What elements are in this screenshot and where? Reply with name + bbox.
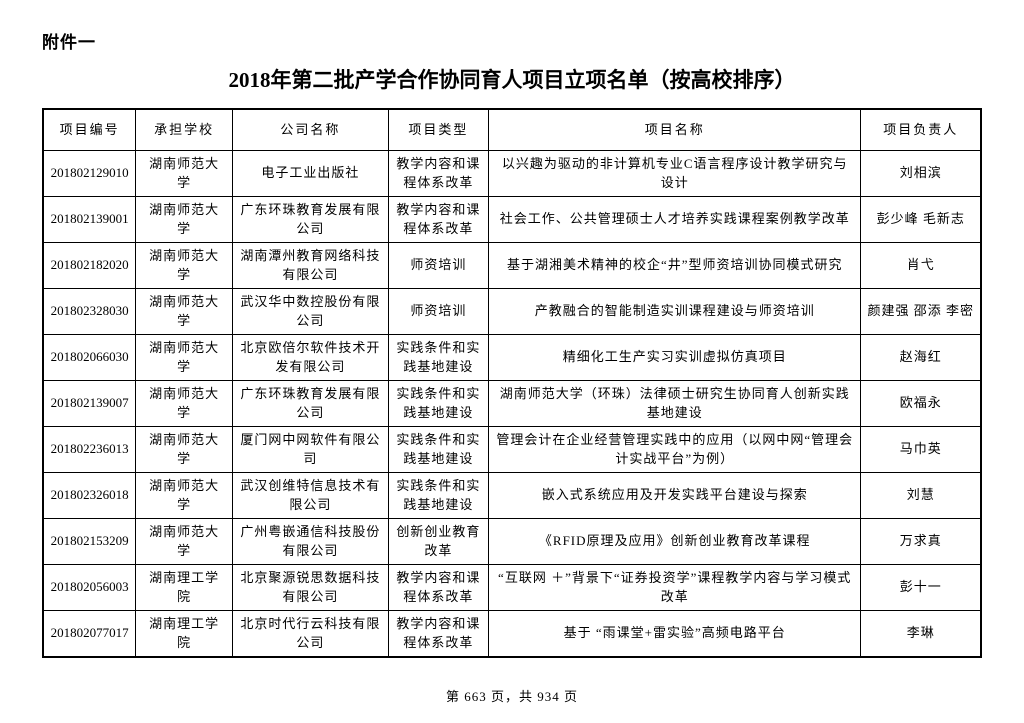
cell-school: 湖南师范大学 [135,426,233,473]
cell-project-name: “互联网 ＋”背景下“证券投资学”课程教学内容与学习模式改革 [488,564,862,611]
cell-project-name: 社会工作、公共管理硕士人才培养实践课程案例教学改革 [488,196,862,243]
cell-school: 湖南师范大学 [135,472,233,519]
table-row: 201802066030 湖南师范大学 北京欧倍尔软件技术开发有限公司 实践条件… [42,334,982,381]
table-row: 201802182020 湖南师范大学 湖南潭州教育网络科技有限公司 师资培训 … [42,242,982,289]
header-school: 承担学校 [135,108,233,151]
cell-project-type: 实践条件和实践基地建设 [387,380,490,427]
cell-project-type: 教学内容和课程体系改革 [387,196,490,243]
table-row: 201802077017 湖南理工学院 北京时代行云科技有限公司 教学内容和课程… [42,610,982,658]
cell-project-name: 嵌入式系统应用及开发实践平台建设与探索 [488,472,862,519]
cell-project-type: 师资培训 [387,288,490,335]
header-company: 公司名称 [231,108,389,151]
cell-school: 湖南师范大学 [135,196,233,243]
header-project-leader: 项目负责人 [860,108,982,151]
cell-project-name: 精细化工生产实习实训虚拟仿真项目 [488,334,862,381]
cell-project-type: 实践条件和实践基地建设 [387,426,490,473]
cell-school: 湖南理工学院 [135,564,233,611]
cell-project-leader: 刘慧 [860,472,982,519]
table-row: 201802139001 湖南师范大学 广东环珠教育发展有限公司 教学内容和课程… [42,196,982,243]
cell-school: 湖南师范大学 [135,380,233,427]
cell-project-id: 201802182020 [42,242,137,289]
cell-project-leader: 马巾英 [860,426,982,473]
cell-project-name: 以兴趣为驱动的非计算机专业C语言程序设计教学研究与设计 [488,150,862,197]
table-row: 201802056003 湖南理工学院 北京聚源锐思数据科技有限公司 教学内容和… [42,564,982,611]
cell-project-leader: 颜建强 邵添 李密 [860,288,982,335]
cell-project-leader: 李琳 [860,610,982,658]
cell-project-type: 实践条件和实践基地建设 [387,334,490,381]
cell-company: 武汉创维特信息技术有限公司 [231,472,389,519]
cell-project-leader: 肖弋 [860,242,982,289]
cell-project-leader: 彭少峰 毛新志 [860,196,982,243]
cell-project-id: 201802077017 [42,610,137,658]
header-project-name: 项目名称 [488,108,862,151]
cell-project-name: 《RFID原理及应用》创新创业教育改革课程 [488,518,862,565]
cell-project-leader: 刘相滨 [860,150,982,197]
cell-school: 湖南师范大学 [135,334,233,381]
cell-project-name: 产教融合的智能制造实训课程建设与师资培训 [488,288,862,335]
cell-project-leader: 欧福永 [860,380,982,427]
cell-school: 湖南理工学院 [135,610,233,658]
cell-project-id: 201802056003 [42,564,137,611]
cell-project-id: 201802326018 [42,472,137,519]
table-row: 201802129010 湖南师范大学 电子工业出版社 教学内容和课程体系改革 … [42,150,982,197]
cell-school: 湖南师范大学 [135,288,233,335]
table-header: 项目编号 承担学校 公司名称 项目类型 项目名称 项目负责人 [42,108,982,151]
cell-project-name: 湖南师范大学（环珠）法律硕士研究生协同育人创新实践基地建设 [488,380,862,427]
cell-project-type: 创新创业教育改革 [387,518,490,565]
table-row: 201802153209 湖南师范大学 广州粤嵌通信科技股份有限公司 创新创业教… [42,518,982,565]
cell-company: 厦门网中网软件有限公司 [231,426,389,473]
table-row: 201802328030 湖南师范大学 武汉华中数控股份有限公司 师资培训 产教… [42,288,982,335]
table-row: 201802326018 湖南师范大学 武汉创维特信息技术有限公司 实践条件和实… [42,472,982,519]
cell-project-id: 201802153209 [42,518,137,565]
cell-company: 广州粤嵌通信科技股份有限公司 [231,518,389,565]
cell-school: 湖南师范大学 [135,518,233,565]
table-row: 201802236013 湖南师范大学 厦门网中网软件有限公司 实践条件和实践基… [42,426,982,473]
cell-project-id: 201802129010 [42,150,137,197]
cell-project-leader: 彭十一 [860,564,982,611]
cell-project-leader: 万求真 [860,518,982,565]
cell-project-leader: 赵海红 [860,334,982,381]
cell-company: 北京欧倍尔软件技术开发有限公司 [231,334,389,381]
table-row: 201802139007 湖南师范大学 广东环珠教育发展有限公司 实践条件和实践… [42,380,982,427]
header-project-id: 项目编号 [42,108,137,151]
cell-project-id: 201802066030 [42,334,137,381]
cell-company: 广东环珠教育发展有限公司 [231,380,389,427]
cell-project-name: 基于 “雨课堂+雷实验”高频电路平台 [488,610,862,658]
cell-project-type: 教学内容和课程体系改革 [387,610,490,658]
project-table: 项目编号 承担学校 公司名称 项目类型 项目名称 项目负责人 201802129… [42,108,982,658]
cell-project-id: 201802139001 [42,196,137,243]
page-number: 第 663 页，共 934 页 [445,689,578,704]
cell-project-type: 教学内容和课程体系改革 [387,564,490,611]
cell-company: 北京时代行云科技有限公司 [231,610,389,658]
cell-company: 电子工业出版社 [231,150,389,197]
cell-company: 武汉华中数控股份有限公司 [231,288,389,335]
header-project-type: 项目类型 [387,108,490,151]
cell-company: 湖南潭州教育网络科技有限公司 [231,242,389,289]
table-body: 201802129010 湖南师范大学 电子工业出版社 教学内容和课程体系改革 … [42,150,982,658]
cell-project-type: 师资培训 [387,242,490,289]
cell-project-id: 201802139007 [42,380,137,427]
cell-company: 北京聚源锐思数据科技有限公司 [231,564,389,611]
cell-project-name: 基于湖湘美术精神的校企“井”型师资培训协同模式研究 [488,242,862,289]
cell-project-type: 实践条件和实践基地建设 [387,472,490,519]
cell-school: 湖南师范大学 [135,242,233,289]
page-title: 2018年第二批产学合作协同育人项目立项名单（按高校排序） [228,68,796,92]
cell-project-id: 201802328030 [42,288,137,335]
cell-project-id: 201802236013 [42,426,137,473]
cell-project-name: 管理会计在企业经营管理实践中的应用（以网中网“管理会计实战平台”为例） [488,426,862,473]
cell-project-type: 教学内容和课程体系改革 [387,150,490,197]
cell-school: 湖南师范大学 [135,150,233,197]
header-row: 项目编号 承担学校 公司名称 项目类型 项目名称 项目负责人 [42,108,982,151]
attachment-label: 附件一 [42,33,96,52]
cell-company: 广东环珠教育发展有限公司 [231,196,389,243]
